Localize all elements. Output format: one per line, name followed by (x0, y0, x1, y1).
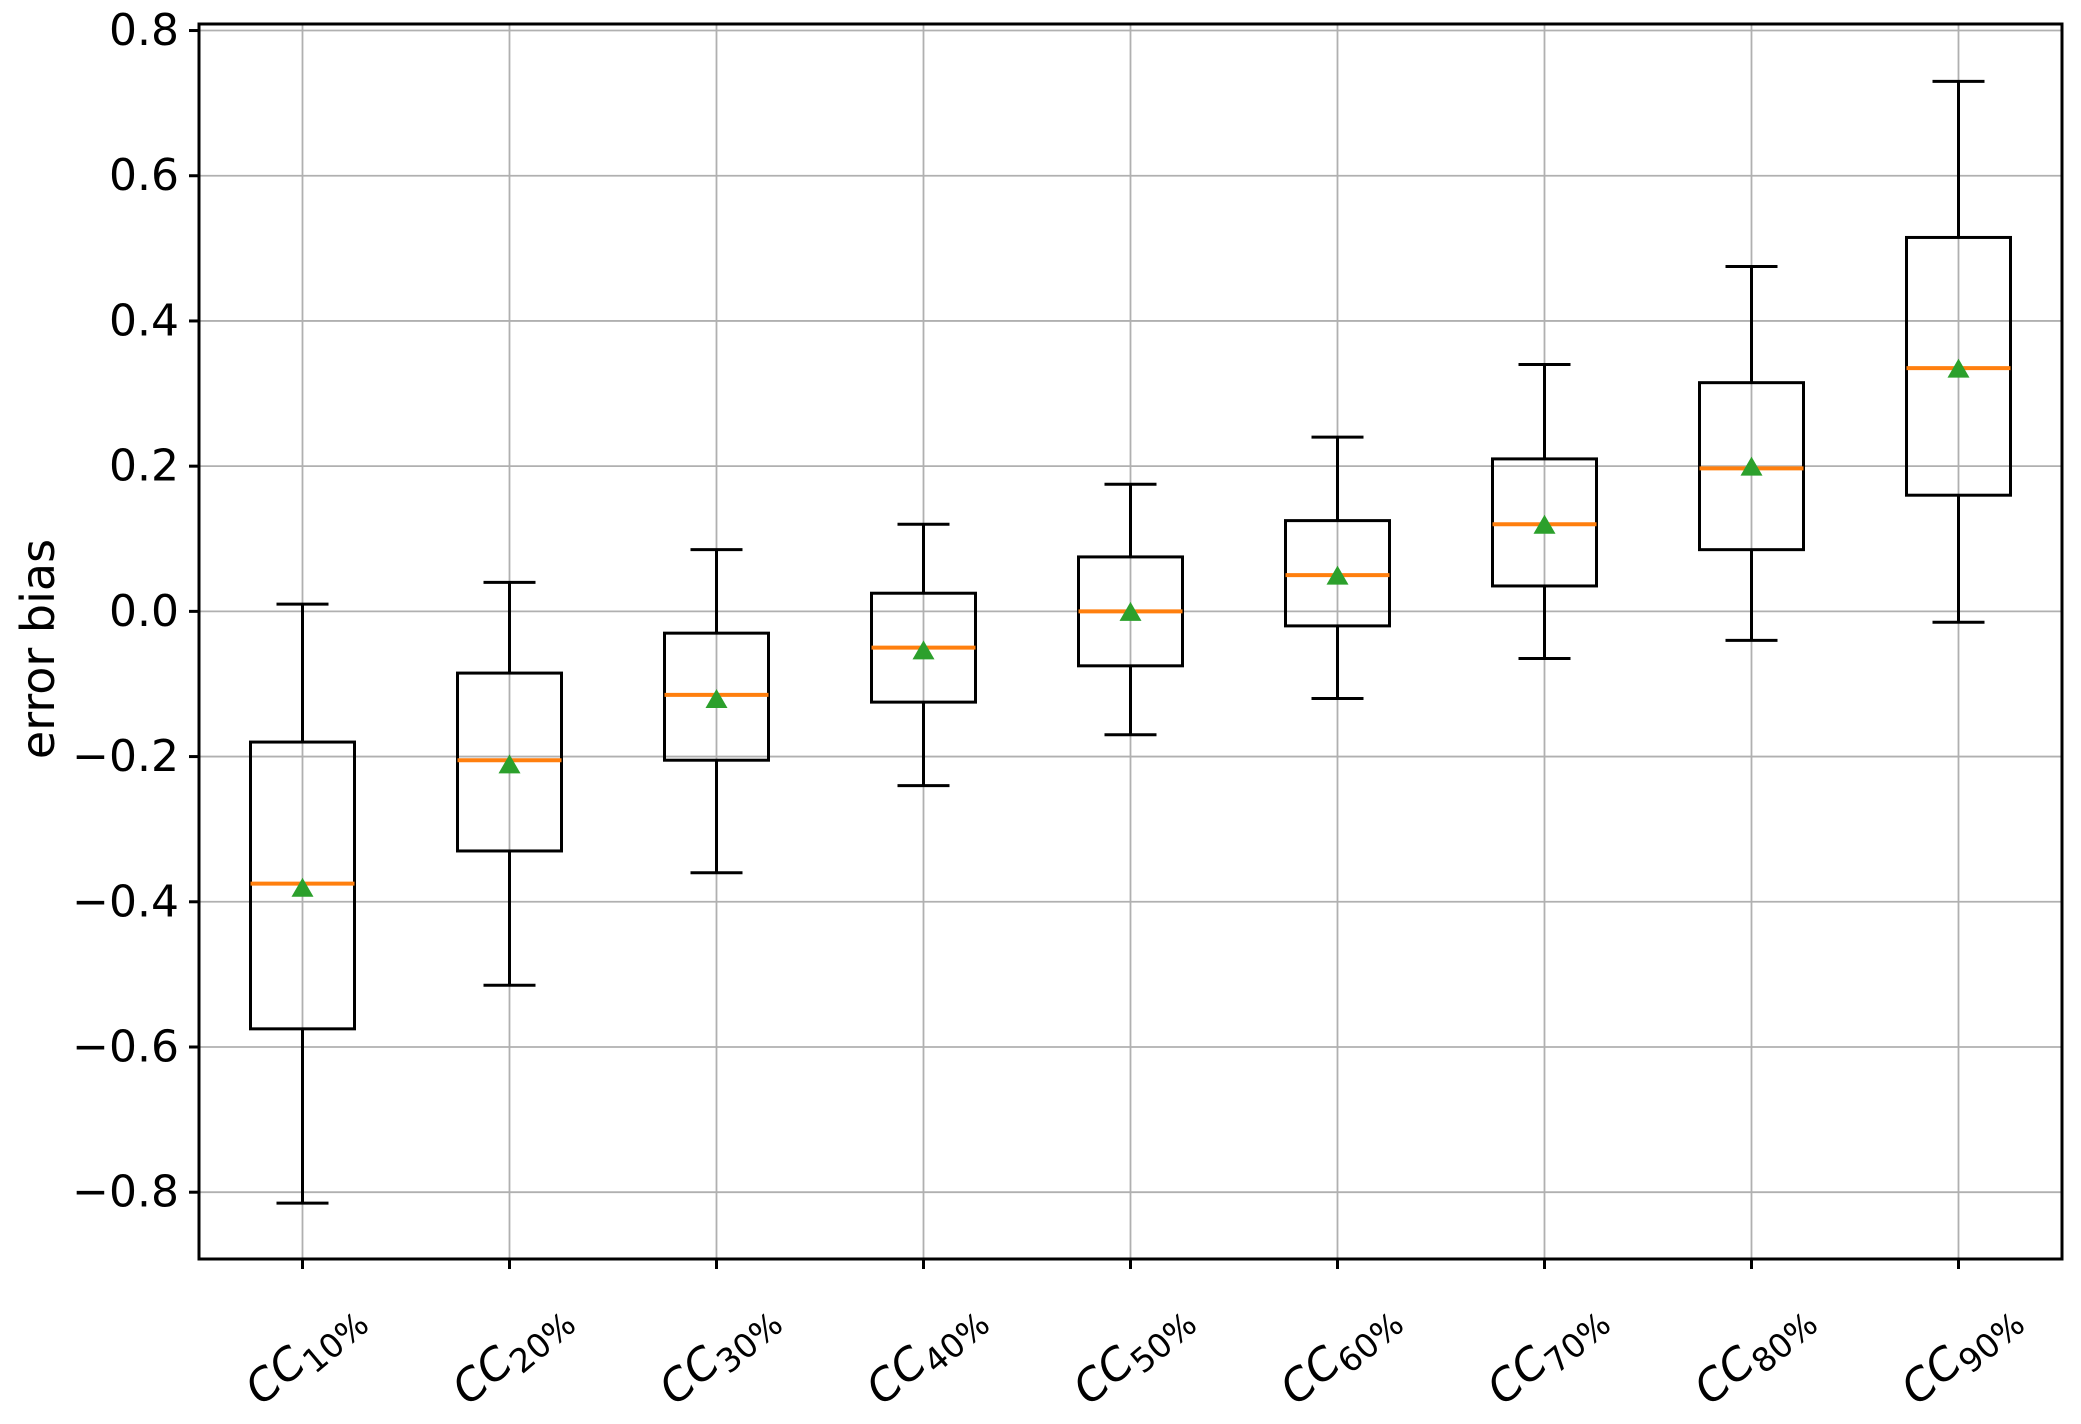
mean-marker (498, 754, 521, 774)
boxplot-group-cc80 (1698, 264, 1805, 642)
mean-marker (1533, 514, 1556, 534)
y-tick-label: −0.8 (72, 1167, 179, 1218)
mean-marker (1947, 358, 1970, 378)
boxplot-group-cc40 (870, 522, 977, 788)
y-axis-label: error bias (11, 538, 65, 760)
boxplot-group-cc10 (249, 602, 356, 1205)
boxplot-group-cc20 (456, 580, 563, 987)
mean-marker (1740, 456, 1763, 476)
mean-marker (705, 688, 728, 708)
y-tick-label: 0.0 (109, 586, 179, 637)
boxplot-group-cc50 (1077, 482, 1184, 737)
y-tick-label: 0.8 (109, 5, 179, 56)
boxplot-group-cc30 (663, 548, 770, 875)
box-rect (1698, 381, 1805, 552)
y-tick-label: 0.6 (109, 150, 179, 201)
y-tick-label: −0.4 (72, 876, 179, 927)
boxplot-group-cc90 (1905, 79, 2012, 624)
y-tick-label: −0.6 (72, 1021, 179, 1072)
mean-marker (912, 640, 935, 660)
mean-marker (1119, 601, 1142, 621)
boxplot-group-cc60 (1284, 435, 1391, 700)
boxplot-group-cc70 (1491, 363, 1598, 661)
y-tick-label: −0.2 (72, 731, 179, 782)
mean-marker (1326, 565, 1349, 585)
y-tick-label: 0.4 (109, 295, 179, 346)
y-axis: 0.8 0.6 0.4 0.2 0.0 −0.2 −0.4 −0.6 −0.8 (72, 5, 199, 1218)
mean-marker (291, 877, 314, 897)
y-tick-label: 0.2 (109, 441, 179, 492)
